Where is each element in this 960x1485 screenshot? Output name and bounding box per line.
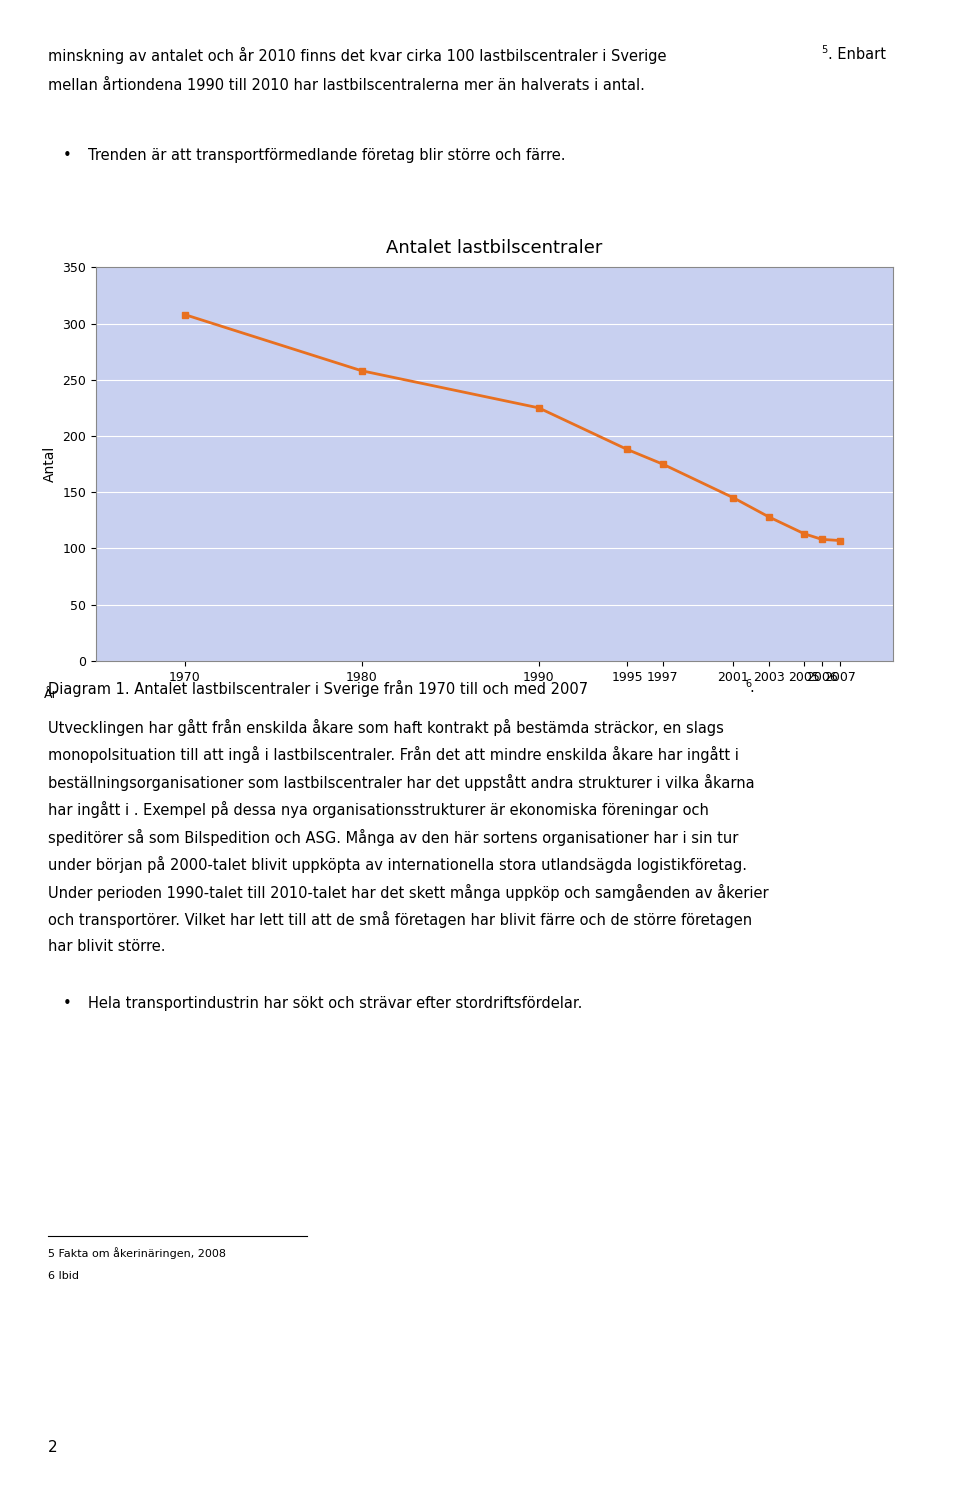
Text: Under perioden 1990-talet till 2010-talet har det skett många uppköp och samgåen: Under perioden 1990-talet till 2010-tale… [48, 884, 769, 900]
Text: Hela transportindustrin har sökt och strävar efter stordriftsfördelar.: Hela transportindustrin har sökt och str… [88, 995, 583, 1011]
Text: 5 Fakta om åkerinäringen, 2008: 5 Fakta om åkerinäringen, 2008 [48, 1247, 226, 1259]
Text: 6: 6 [745, 679, 751, 689]
Y-axis label: Antal: Antal [43, 446, 57, 483]
Text: 2: 2 [48, 1440, 58, 1455]
Text: . Enbart: . Enbart [828, 46, 885, 62]
Text: har ingått i . Exempel på dessa nya organisationsstrukturer är ekonomiska föreni: har ingått i . Exempel på dessa nya orga… [48, 800, 708, 818]
Text: Diagram 1. Antalet lastbilscentraler i Sverige från 1970 till och med 2007: Diagram 1. Antalet lastbilscentraler i S… [48, 680, 588, 696]
Title: Antalet lastbilscentraler: Antalet lastbilscentraler [386, 239, 603, 257]
Text: 6 Ibid: 6 Ibid [48, 1271, 79, 1282]
Text: År: År [44, 689, 58, 701]
Text: •: • [62, 147, 71, 163]
Text: Utvecklingen har gått från enskilda åkare som haft kontrakt på bestämda sträckor: Utvecklingen har gått från enskilda åkar… [48, 719, 724, 735]
Text: har blivit större.: har blivit större. [48, 939, 165, 953]
Text: .: . [750, 680, 755, 695]
Text: mellan årtiondena 1990 till 2010 har lastbilscentralerna mer än halverats i anta: mellan årtiondena 1990 till 2010 har las… [48, 77, 645, 94]
Text: och transportörer. Vilket har lett till att de små företagen har blivit färre oc: och transportörer. Vilket har lett till … [48, 910, 752, 928]
Text: speditörer så som Bilspedition och ASG. Många av den här sortens organisationer : speditörer så som Bilspedition och ASG. … [48, 829, 738, 845]
Text: beställningsorganisationer som lastbilscentraler har det uppstått andra struktur: beställningsorganisationer som lastbilsc… [48, 774, 755, 790]
Text: 5: 5 [821, 45, 828, 55]
Text: under början på 2000-talet blivit uppköpta av internationella stora utlandsägda : under början på 2000-talet blivit uppköp… [48, 855, 747, 873]
Text: Trenden är att transportförmedlande företag blir större och färre.: Trenden är att transportförmedlande före… [88, 147, 565, 163]
Text: •: • [62, 995, 71, 1011]
Text: minskning av antalet och år 2010 finns det kvar cirka 100 lastbilscentraler i Sv: minskning av antalet och år 2010 finns d… [48, 46, 666, 64]
Text: monopolsituation till att ingå i lastbilscentraler. Från det att mindre enskilda: monopolsituation till att ingå i lastbil… [48, 745, 739, 763]
